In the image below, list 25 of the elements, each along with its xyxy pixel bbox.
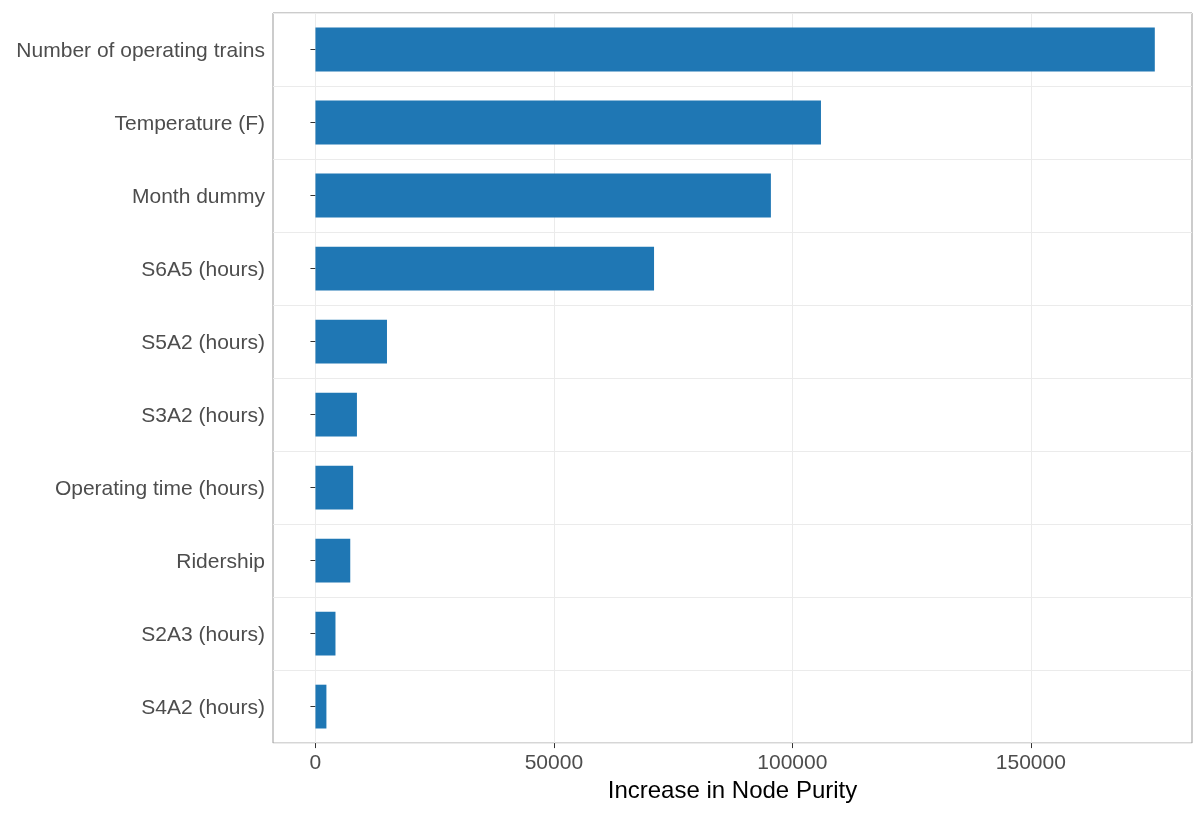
x-tick-label: 50000 xyxy=(524,750,584,774)
x-tick-label: 100000 xyxy=(757,750,828,774)
bar xyxy=(315,319,387,364)
bar xyxy=(315,173,771,218)
bar xyxy=(315,684,327,729)
y-tick-label: Temperature (F) xyxy=(114,111,265,135)
y-tick-label: Number of operating trains xyxy=(16,38,265,62)
y-tick-label: Ridership xyxy=(176,549,265,573)
bar xyxy=(315,465,354,510)
bar xyxy=(315,538,351,583)
bar xyxy=(315,392,357,437)
x-tick-label: 150000 xyxy=(995,750,1066,774)
y-tick-label: S3A2 (hours) xyxy=(141,403,265,427)
y-tick-label: Operating time (hours) xyxy=(54,476,265,500)
bar xyxy=(315,100,821,145)
bar xyxy=(315,611,336,656)
y-tick-label: S2A3 (hours) xyxy=(141,622,265,646)
bar xyxy=(315,27,1155,72)
y-tick-label: S6A5 (hours) xyxy=(141,257,265,281)
y-tick-label: S5A2 (hours) xyxy=(141,330,265,354)
x-tick-label: 0 xyxy=(309,750,322,774)
y-tick-label: Month dummy xyxy=(131,184,266,208)
bar xyxy=(315,246,655,291)
y-tick-label: S4A2 (hours) xyxy=(141,695,265,719)
x-axis-title: Increase in Node Purity xyxy=(607,775,858,803)
